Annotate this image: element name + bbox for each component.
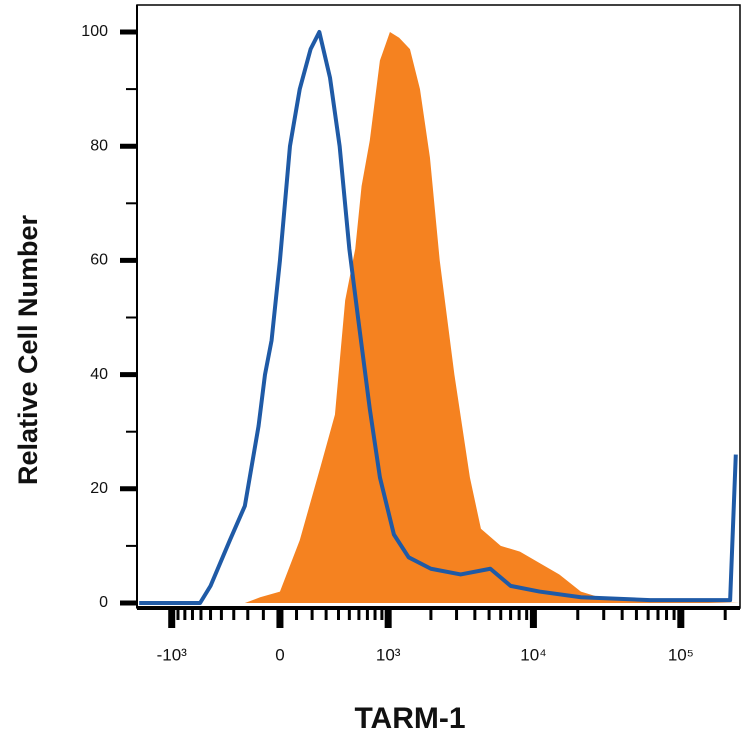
y-axis-label: Relative Cell Number — [13, 214, 43, 485]
x-tick-label: 10⁴ — [520, 645, 546, 664]
y-tick-label: 0 — [99, 594, 108, 611]
y-tick-label: 60 — [90, 252, 108, 269]
y-tick-label: 100 — [81, 23, 108, 40]
histogram-line — [139, 30, 738, 605]
x-tick-label: -10³ — [157, 645, 188, 664]
x-axis-label: TARM-1 — [354, 702, 465, 735]
y-tick-label: 80 — [90, 137, 108, 154]
x-tick-label: 10³ — [376, 645, 401, 664]
x-tick-label: 10⁵ — [668, 645, 694, 664]
x-tick-label: 0 — [275, 645, 284, 664]
y-tick-label: 20 — [90, 480, 108, 497]
y-tick-label: 40 — [90, 366, 108, 383]
filled-histogram — [244, 32, 740, 603]
